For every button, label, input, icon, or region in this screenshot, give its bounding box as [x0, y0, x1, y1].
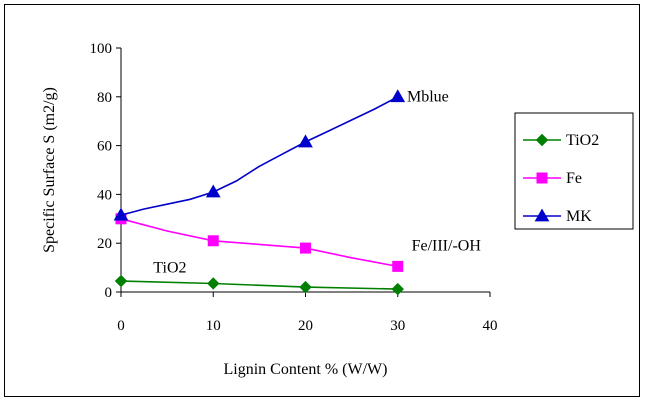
- data-point-mk: [298, 134, 313, 148]
- x-tick-label: 40: [483, 318, 498, 334]
- legend-label-tio2: TiO2: [566, 132, 599, 149]
- data-point-mk: [205, 184, 221, 198]
- data-point-mk: [113, 207, 129, 221]
- data-point-tio2: [114, 274, 128, 288]
- data-point-tio2: [391, 282, 404, 296]
- y-tick-label: 0: [105, 285, 113, 301]
- y-tick-label: 20: [97, 236, 112, 252]
- series-line-tio2: [120, 280, 398, 290]
- y-axis-title: Specific Surface S (m2/g): [41, 87, 58, 253]
- x-axis-title: Lignin Content % (W/W): [224, 361, 388, 378]
- y-tick-label: 80: [97, 90, 112, 106]
- y-tick-label: 40: [97, 187, 112, 203]
- annotation-label: TiO2: [153, 259, 186, 276]
- x-tick-label: 10: [206, 318, 221, 334]
- legend-label-mk: MK: [566, 208, 592, 225]
- x-tick-label: 30: [390, 318, 405, 334]
- data-point-mk: [390, 89, 406, 103]
- y-tick-label: 60: [97, 139, 112, 155]
- legend-marker-mk: [534, 208, 550, 222]
- y-tick-label: 100: [90, 41, 113, 57]
- data-point-fe: [207, 235, 219, 247]
- legend-marker-tio2: [535, 133, 549, 147]
- data-point-fe: [300, 242, 311, 254]
- data-point-fe: [392, 260, 404, 272]
- legend-label-fe: Fe: [566, 170, 582, 187]
- x-tick-label: 0: [117, 318, 125, 334]
- legend-marker-fe: [536, 172, 548, 184]
- x-tick-label: 20: [298, 318, 313, 334]
- legend: [514, 112, 634, 230]
- data-point-tio2: [207, 277, 220, 290]
- data-point-tio2: [299, 280, 312, 294]
- annotation-label: Fe/III/-OH: [412, 238, 482, 255]
- annotation-label: Mblue: [407, 89, 449, 106]
- series-line-fe: [120, 218, 398, 268]
- series-line-mk: [120, 96, 399, 216]
